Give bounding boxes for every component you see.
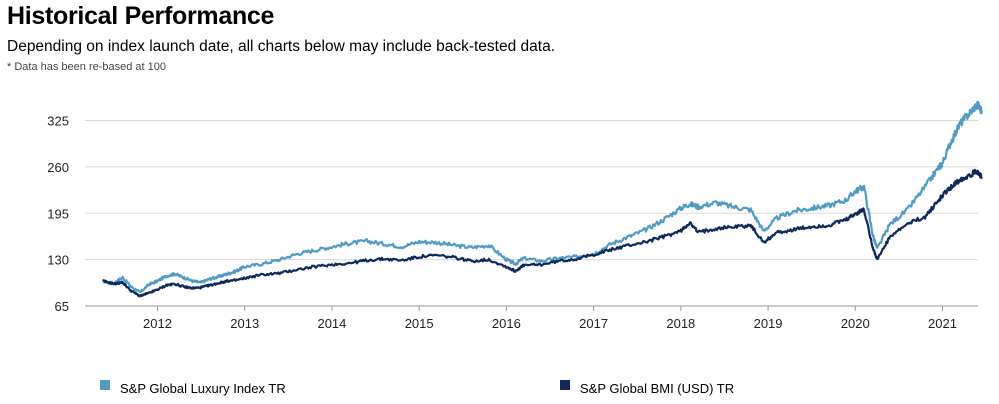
y-tick-label: 260 bbox=[47, 160, 69, 175]
legend-label-luxury: S&P Global Luxury Index TR bbox=[120, 381, 286, 396]
x-tick-label: 2017 bbox=[579, 316, 608, 331]
grid-lines bbox=[85, 120, 978, 307]
x-tick-label: 2016 bbox=[492, 316, 521, 331]
y-tick-label: 325 bbox=[47, 114, 69, 129]
y-tick-label: 130 bbox=[47, 253, 69, 268]
page-title: Historical Performance bbox=[7, 2, 275, 30]
x-tick-label: 2021 bbox=[928, 316, 957, 331]
x-tick-label: 2013 bbox=[230, 316, 259, 331]
series-line-luxury bbox=[102, 100, 983, 294]
series-lines bbox=[102, 100, 983, 298]
page-subtitle: Depending on index launch date, all char… bbox=[7, 38, 556, 55]
y-tick-label: 65 bbox=[55, 299, 69, 314]
y-axis-ticks: 65 130 195 260 325 bbox=[47, 114, 69, 315]
y-tick-label: 195 bbox=[47, 206, 69, 221]
x-tick-label: 2020 bbox=[841, 316, 870, 331]
rebase-note: * Data has been re-based at 100 bbox=[7, 61, 167, 73]
series-line-bmi bbox=[102, 168, 983, 298]
x-tick-label: 2015 bbox=[405, 316, 434, 331]
x-tick-label: 2014 bbox=[317, 316, 346, 331]
x-tick-label: 2012 bbox=[143, 316, 172, 331]
x-tick-label: 2019 bbox=[754, 316, 783, 331]
legend-item-bmi[interactable]: S&P Global BMI (USD) TR bbox=[560, 379, 735, 396]
legend-item-luxury[interactable]: S&P Global Luxury Index TR bbox=[100, 379, 286, 396]
x-axis-ticks: 2012 2013 2014 2015 2016 2017 2018 2019 2020 2021 bbox=[143, 306, 957, 331]
legend-label-bmi: S&P Global BMI (USD) TR bbox=[580, 381, 735, 396]
legend-swatch-luxury bbox=[100, 379, 110, 390]
legend-swatch-bmi bbox=[560, 379, 570, 390]
x-tick-label: 2018 bbox=[666, 316, 695, 331]
